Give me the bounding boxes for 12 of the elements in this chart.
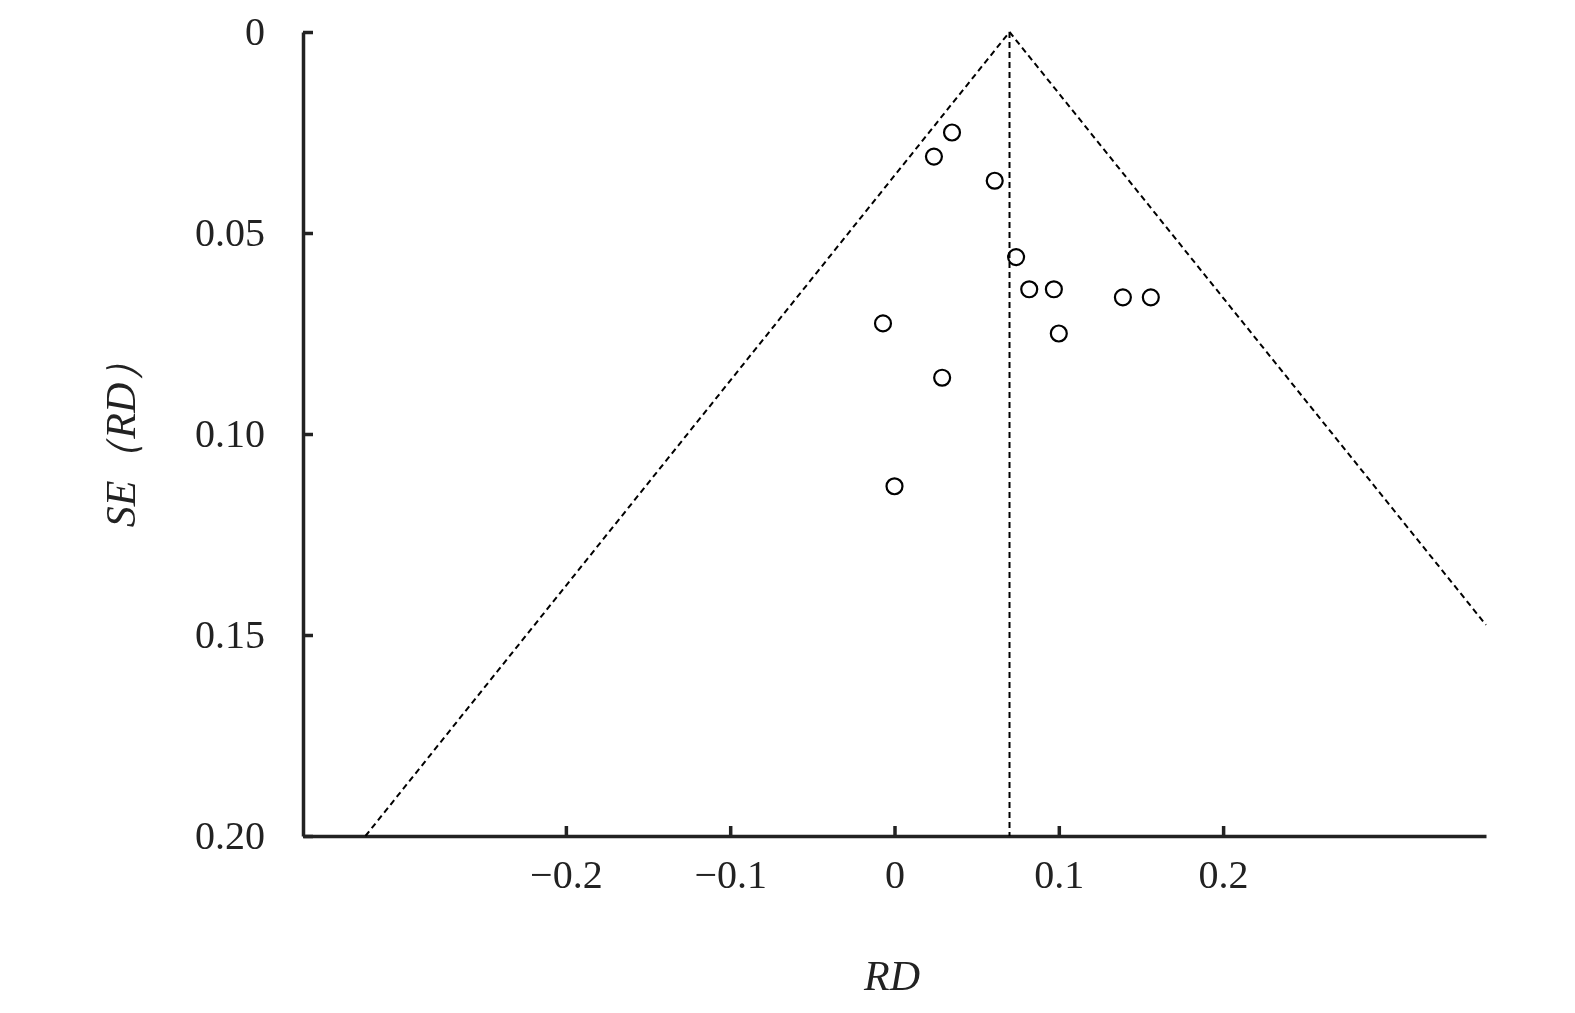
y-tick-label: 0.15: [195, 612, 265, 658]
x-tick-label: −0.1: [694, 852, 767, 898]
y-axis-title: SE（RD）: [98, 340, 144, 528]
x-tick-label: 0: [885, 852, 905, 898]
y-tick-label: 0.10: [195, 411, 265, 457]
x-axis-title: RD: [863, 953, 920, 999]
y-tick-label: 0: [245, 9, 265, 55]
x-tick-label: 0.1: [1034, 852, 1085, 898]
y-tick-label: 0.05: [195, 210, 265, 256]
x-tick-label: −0.2: [530, 852, 603, 898]
y-tick-label: 0.20: [195, 813, 265, 859]
x-tick-label: 0.2: [1198, 852, 1249, 898]
